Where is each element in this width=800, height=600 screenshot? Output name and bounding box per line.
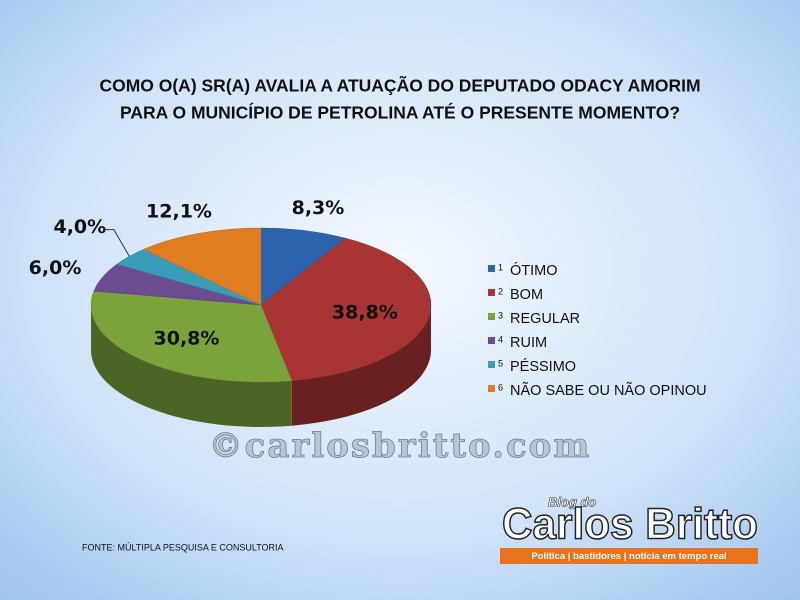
legend-label: ÓTIMO xyxy=(510,262,558,279)
pie: 8,3% 38,8% 30,8% 6,0% 4,0% 12,1% xyxy=(29,197,432,427)
logo-name: Carlos Britto xyxy=(502,500,758,549)
slice xyxy=(90,290,293,383)
legend-label: PÉSSIMO xyxy=(510,358,576,375)
data-label: 12,1% xyxy=(146,201,212,223)
legend-number: 5 xyxy=(498,358,503,368)
legend-number: 4 xyxy=(498,334,503,344)
legend-number: 2 xyxy=(498,286,503,296)
data-label: 6,0% xyxy=(29,257,82,279)
chart-title: COMO O(A) SR(A) AVALIA A ATUAÇÃO DO DEPU… xyxy=(99,75,700,96)
legend-swatch xyxy=(488,337,495,344)
data-label: 4,0% xyxy=(53,216,106,238)
legend-number: 1 xyxy=(498,262,503,272)
slice xyxy=(260,227,347,306)
logo-small: Blog do xyxy=(548,494,596,509)
chart-title: PARA O MUNICÍPIO DE PETROLINA ATÉ O PRES… xyxy=(120,102,680,123)
slice xyxy=(143,227,262,306)
legend-swatch xyxy=(488,313,495,320)
legend: 1 ÓTIMO 2 BOM 3 REGULAR 4 RUIM 5 PÉSSIMO 6 NÃO SABE… xyxy=(488,262,707,399)
slice-side xyxy=(91,305,292,427)
legend-swatch xyxy=(488,385,495,392)
legend-number: 3 xyxy=(498,310,503,320)
legend-label: RUIM xyxy=(510,335,547,351)
data-label: 30,8% xyxy=(154,327,220,349)
watermark: ©carlosbritto.com xyxy=(209,426,592,466)
logo-tagline: Política | bastidores | notícia em tempo… xyxy=(531,551,726,562)
legend-number: 6 xyxy=(498,382,503,392)
logo-bar xyxy=(500,548,758,564)
data-label: 38,8% xyxy=(332,302,398,324)
legend-swatch xyxy=(488,265,495,272)
legend-swatch xyxy=(488,361,495,368)
logo: Blog do Carlos Britto Política | bastido… xyxy=(500,494,759,564)
data-label: 8,3% xyxy=(292,197,345,219)
legend-label: NÃO SABE OU NÃO OPINOU xyxy=(510,382,707,399)
slice-side xyxy=(291,305,431,426)
legend-label: BOM xyxy=(510,287,543,303)
legend-label: REGULAR xyxy=(510,311,580,327)
slice xyxy=(260,237,432,381)
leader-line xyxy=(103,229,130,257)
legend-swatch xyxy=(488,289,495,296)
source-note: FONTE: MÚLTIPLA PESQUISA E CONSULTORIA xyxy=(82,542,284,552)
